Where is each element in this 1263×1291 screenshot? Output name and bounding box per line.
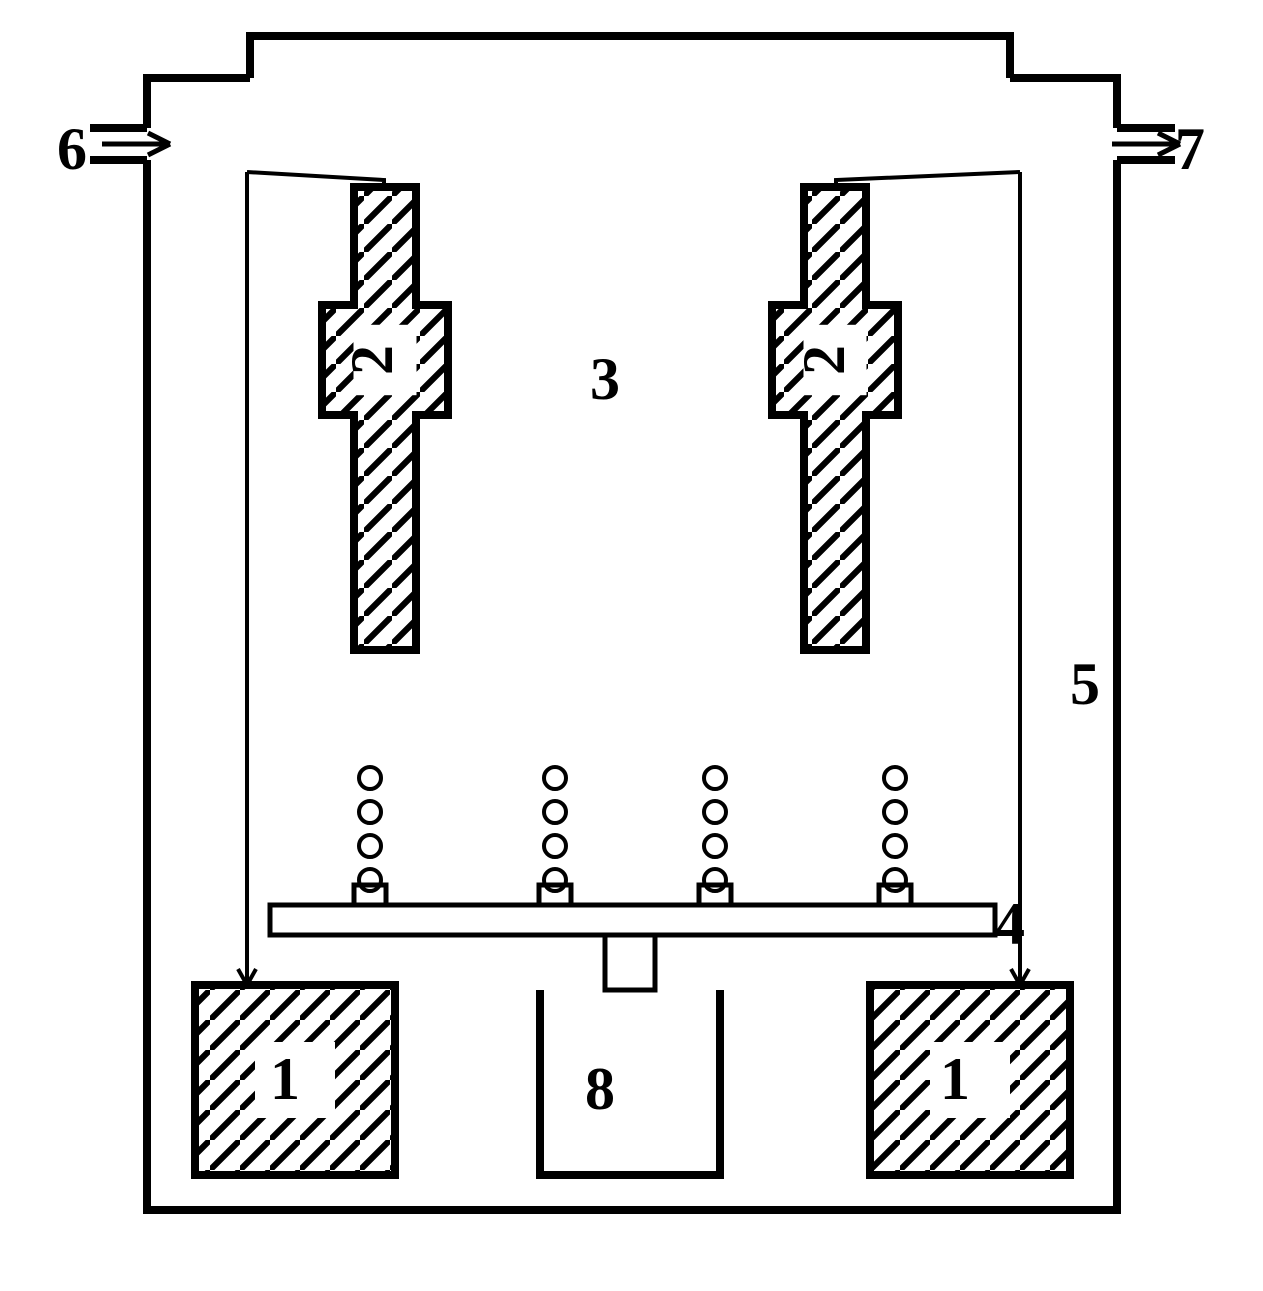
bubble [359, 801, 381, 823]
label-l3: 3 [590, 346, 620, 412]
platform-bar [270, 905, 995, 935]
label-l2_left: 2 [339, 345, 405, 375]
bubble [884, 869, 906, 891]
label-l8: 8 [585, 1056, 615, 1122]
platform-stem [605, 935, 655, 990]
bubble [704, 767, 726, 789]
label-l1_right: 1 [940, 1046, 970, 1112]
bubble [884, 767, 906, 789]
label-l1_left: 1 [270, 1046, 300, 1112]
platform-tab [539, 885, 571, 905]
label-l5: 5 [1070, 651, 1100, 717]
label-l6: 6 [57, 116, 87, 182]
bubble [884, 801, 906, 823]
bubble [359, 767, 381, 789]
bubble [704, 801, 726, 823]
heater-right [865, 980, 1075, 1180]
bubble [544, 869, 566, 891]
bubble [704, 835, 726, 857]
label-l7: 7 [1175, 116, 1205, 182]
platform-tab [699, 885, 731, 905]
bubble [359, 835, 381, 857]
motor-box [540, 990, 720, 1175]
bubble [544, 767, 566, 789]
bubble [884, 835, 906, 857]
bubble [704, 869, 726, 891]
platform-tab [879, 885, 911, 905]
bubble [544, 835, 566, 857]
label-l2_right: 2 [791, 345, 857, 375]
platform-tab [354, 885, 386, 905]
bubble [359, 869, 381, 891]
bubble [544, 801, 566, 823]
label-l4: 4 [995, 891, 1025, 957]
